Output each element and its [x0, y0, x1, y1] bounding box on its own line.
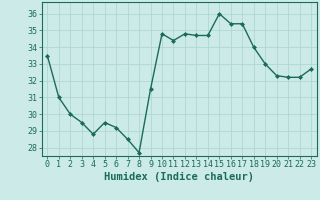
X-axis label: Humidex (Indice chaleur): Humidex (Indice chaleur) — [104, 172, 254, 182]
